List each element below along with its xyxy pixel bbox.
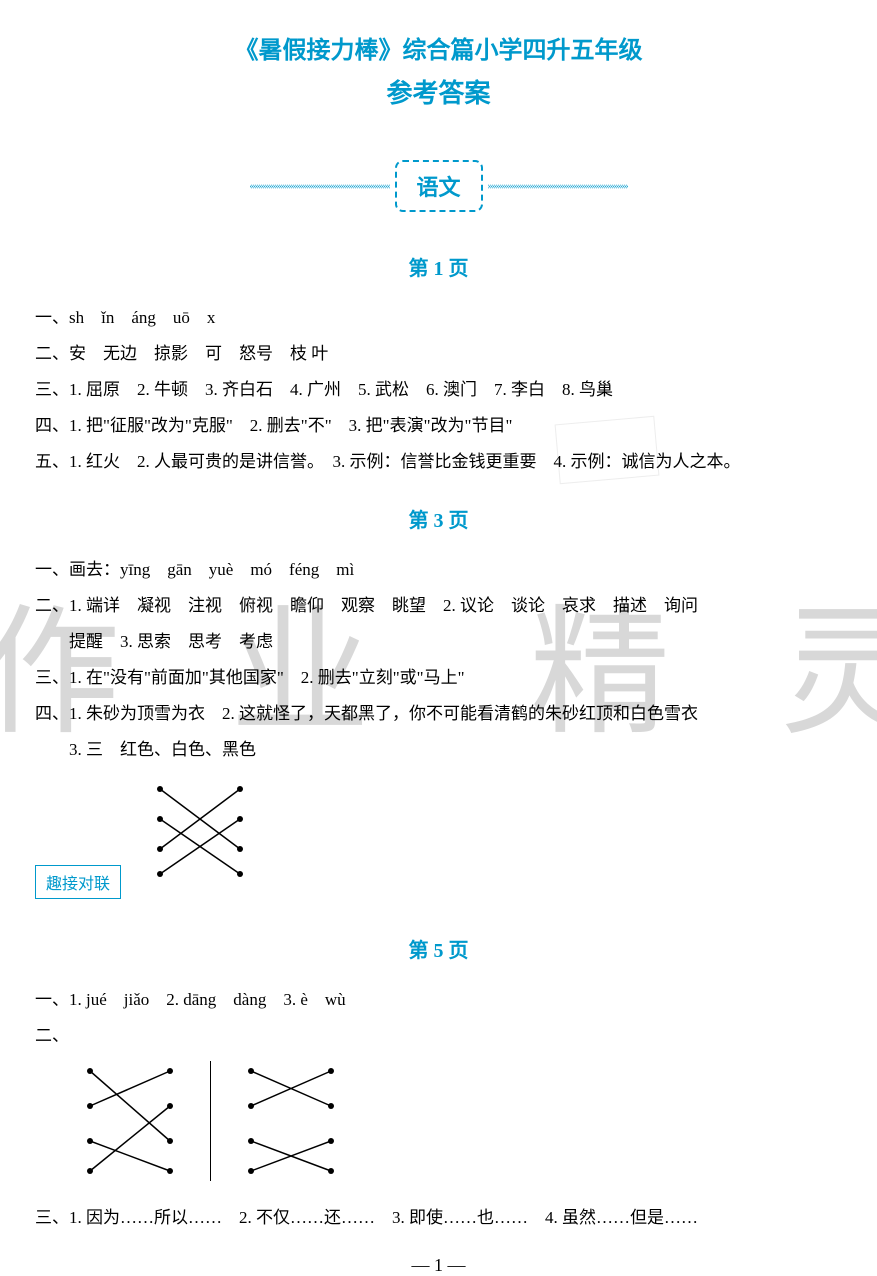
page3-line-6: 3. 三 红色、白色、黑色 (35, 733, 842, 767)
page1-line-4: 四、1. 把"征服"改为"克服" 2. 删去"不" 3. 把"表演"改为"节目" (35, 409, 842, 443)
vertical-divider (210, 1061, 211, 1181)
page1-line-5: 五、1. 红火 2. 人最可贵的是讲信誉。 3. 示例：信誉比金钱更重要 4. … (35, 445, 842, 479)
couplet-box-label: 趣接对联 (35, 865, 121, 899)
matching-diagram-page3 (150, 779, 250, 879)
page5-line-2: 二、 (35, 1019, 842, 1053)
matching-diagram-page5-right (241, 1061, 341, 1181)
stamp-decoration (555, 416, 660, 484)
matching-diagram-page5-left (80, 1061, 180, 1181)
matching-diagram-group-page5 (80, 1061, 842, 1181)
subject-row: ««««««««««««««««««««««««««««««««««« 语文 »… (35, 160, 842, 212)
page3-line-3: 提醒 3. 思索 思考 考虑 (35, 625, 842, 659)
page3-heading: 第 3 页 (35, 504, 842, 533)
title-main: 《暑假接力棒》综合篇小学四升五年级 (35, 30, 842, 65)
page3-line-1: 一、画去：yīng gān yuè mó féng mì (35, 553, 842, 587)
subject-label: 语文 (395, 160, 483, 212)
page1-heading: 第 1 页 (35, 252, 842, 281)
page1-line-3: 三、1. 屈原 2. 牛顿 3. 齐白石 4. 广州 5. 武松 6. 澳门 7… (35, 373, 842, 407)
page5-line-1: 一、1. jué jiǎo 2. dāng dàng 3. è wù (35, 983, 842, 1017)
page5-heading: 第 5 页 (35, 934, 842, 963)
page1-line-2: 二、安 无边 掠影 可 怒号 枝 叶 (35, 337, 842, 371)
chevron-left-decoration: ««««««««««««««««««««««««««««««««««« (35, 181, 390, 192)
page1-line-1: 一、sh ǐn áng uō x (35, 301, 842, 335)
page-number: — 1 — (35, 1255, 842, 1276)
title-sub: 参考答案 (35, 73, 842, 110)
page3-line-4: 三、1. 在"没有"前面加"其他国家" 2. 删去"立刻"或"马上" (35, 661, 842, 695)
page3-line-2: 二、1. 端详 凝视 注视 俯视 瞻仰 观察 眺望 2. 议论 谈论 哀求 描述… (35, 589, 842, 623)
chevron-right-decoration: »»»»»»»»»»»»»»»»»»»»»»»»»»»»»»»»»»» (488, 181, 843, 192)
page5-line-3: 三、1. 因为……所以…… 2. 不仅……还…… 3. 即使……也…… 4. 虽… (35, 1201, 842, 1235)
page3-line-5: 四、1. 朱砂为顶雪为衣 2. 这就怪了，天都黑了，你不可能看清鹤的朱砂红顶和白… (35, 697, 842, 731)
